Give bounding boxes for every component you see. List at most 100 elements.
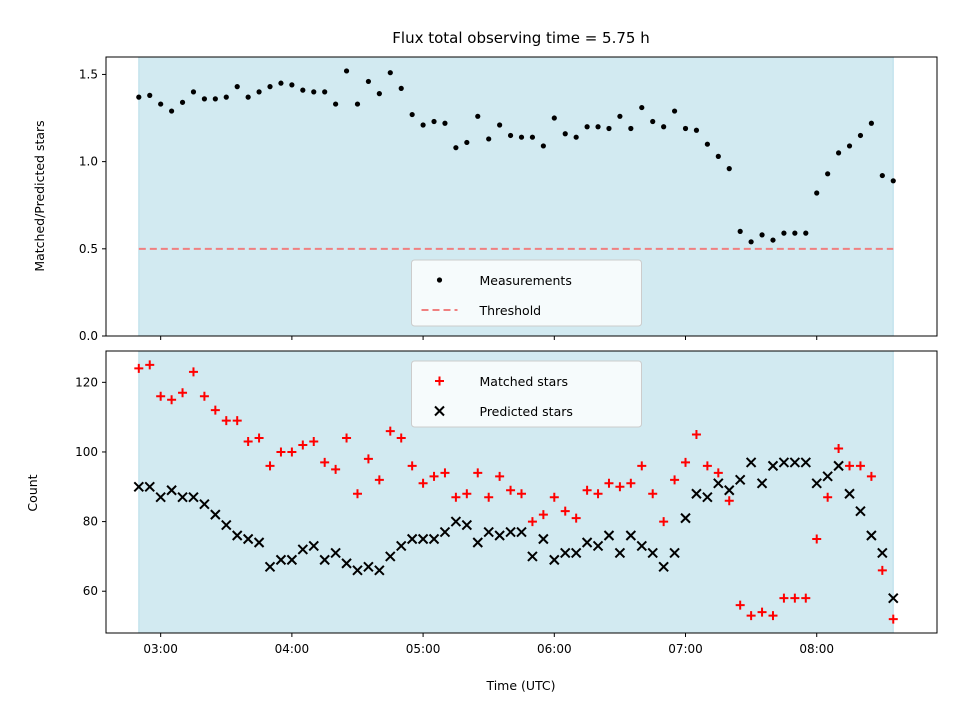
matched-point [812,534,822,544]
measurement-point [507,132,514,139]
matched-point [527,517,537,527]
legend: Measurements Threshold [411,259,642,327]
matched-point [199,391,209,401]
measurement-point [584,124,590,130]
matched-point [866,471,876,481]
measurement-point [715,153,721,159]
measurement-point [376,91,382,97]
matched-point [855,461,865,471]
measurement-point [201,96,208,102]
matched-point [495,471,505,481]
matched-point [823,492,833,502]
matched-point [768,611,778,621]
predicted-point [614,547,626,559]
matched-point [648,489,658,499]
measurement-point [781,230,787,236]
matched-point [352,489,362,499]
matched-point [757,607,767,617]
matched-point [659,517,669,527]
matched-point [549,492,559,502]
measurement-point [311,89,317,95]
top-y-axis-label: Matched/Predicted stars [32,120,47,271]
measurement-point [803,230,809,236]
legend-item: Measurements [436,273,572,288]
legend-label: Threshold [479,303,542,318]
measurement-point [737,228,743,234]
predicted-point [308,540,319,552]
matched-point [538,510,548,520]
matched-point [746,611,756,621]
matched-point [615,482,625,492]
matched-point [145,360,155,370]
predicted-point [658,561,669,573]
matched-point [276,447,286,457]
flux-ratio-panel: 0.0 0.5 1.0 1.5 Measurements Threshold [79,56,938,343]
measurement-point [639,104,645,111]
predicted-point [527,551,538,562]
measurement-point [387,70,393,76]
y-tick-label: 120 [75,375,98,389]
matched-point [779,593,789,603]
chart-title: Flux total observing time = 5.75 h [392,29,649,47]
matched-point [210,405,220,415]
matched-point [342,433,352,443]
matched-point [232,416,242,426]
x-tick-label: 07:00 [668,642,703,656]
predicted-point [560,547,571,559]
matched-point [188,367,198,377]
matched-point [484,492,494,502]
predicted-point [855,505,866,517]
measurement-point [223,94,229,100]
predicted-point [472,537,483,548]
measurement-point [835,150,842,156]
measurement-point [650,118,656,125]
measurement-point [442,120,448,126]
predicted-point [483,526,494,538]
matched-point [724,496,734,506]
predicted-point [756,478,768,489]
matched-point [473,468,483,478]
predicted-point [385,551,396,562]
predicted-point [505,526,516,538]
matched-point [156,391,166,401]
measurement-point [628,125,634,132]
predicted-point [177,492,188,503]
measurement-point [147,92,153,98]
matched-point [331,464,341,474]
measurement-point [770,237,776,243]
predicted-point [232,530,243,541]
predicted-point [866,530,877,541]
matched-point [221,416,231,426]
measurement-point [365,78,372,85]
measurement-point [475,113,481,119]
matched-point [571,513,581,523]
legend-label: Predicted stars [480,404,573,419]
measurement-point [464,139,470,146]
measurement-point [671,108,678,114]
measurement-point [704,141,710,147]
matched-point [243,437,253,447]
predicted-point [330,547,341,559]
predicted-point [242,533,254,545]
measurement-point [322,89,328,95]
matched-point [713,468,723,478]
matched-point [254,433,264,443]
matched-point [440,468,450,478]
matched-point [462,489,472,499]
measurement-point [551,115,557,121]
predicted-point [188,492,199,503]
predicted-point [581,537,593,548]
predicted-point [286,554,298,566]
predicted-point [199,498,210,510]
predicted-point [592,540,604,552]
y-tick-label: 60 [83,584,98,598]
predicted-point [428,533,440,545]
matched-point [134,363,144,373]
bottom-y-axis-label: Count [25,474,40,511]
measurement-point [190,89,197,95]
measurement-point [693,127,700,133]
measurement-point [267,84,273,90]
legend-label: Measurements [480,273,572,288]
predicted-point [888,592,899,604]
matched-point [396,433,406,443]
